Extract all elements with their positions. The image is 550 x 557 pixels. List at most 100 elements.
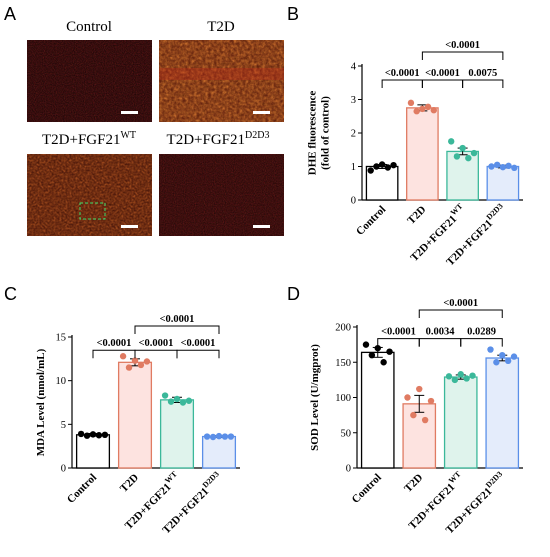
data-point: [362, 341, 370, 348]
micrograph-t2d-fgf21-wt: [27, 154, 152, 236]
data-point: [89, 431, 97, 438]
scale-bar: [121, 225, 138, 228]
data-point: [451, 376, 459, 384]
data-point: [470, 149, 478, 157]
significance-bracket: [381, 79, 423, 88]
data-point: [427, 397, 435, 405]
y-tick-label: 2: [351, 129, 356, 140]
data-point: [493, 359, 500, 366]
dhe-fluorescence-chart: 0 1 2 3 4 DHE fluorescence (fold of control) Co…: [307, 40, 523, 268]
panel-letter-b: B: [287, 4, 299, 24]
data-point: [421, 416, 429, 424]
data-point: [378, 161, 386, 168]
micrograph-grid: Control T2D T2D+FGF21WT T2D+FGF21D2D3: [27, 19, 284, 236]
bar: [159, 399, 195, 469]
p-value-label: <0.0001: [160, 314, 195, 325]
data-point: [380, 359, 387, 366]
scale-bar: [121, 111, 138, 114]
panel-letter-a: A: [4, 4, 16, 24]
data-point: [101, 431, 109, 439]
y-tick-label: 100: [335, 393, 351, 404]
significance-bracket: [92, 349, 136, 359]
y-tick-label: 5: [61, 420, 66, 431]
data-point: [161, 392, 169, 399]
p-value-label: <0.0001: [443, 298, 478, 309]
data-point: [373, 163, 380, 170]
bar: [117, 361, 153, 469]
micrograph-t2d: [159, 40, 284, 122]
data-point: [465, 154, 472, 162]
bar: [486, 165, 520, 201]
significance-bracket: [134, 325, 220, 334]
data-point: [119, 353, 127, 360]
data-point: [368, 352, 376, 359]
data-point: [430, 107, 437, 114]
p-value-label: <0.0001: [181, 338, 216, 349]
bar: [201, 435, 237, 469]
inset-box: [79, 202, 106, 220]
significance-bracket: [421, 79, 464, 88]
significance-bracket: [134, 349, 178, 359]
data-point: [179, 399, 187, 406]
scale-bar: [253, 111, 270, 114]
data-point: [209, 433, 217, 441]
significance-bracket: [377, 338, 420, 347]
panel-letter-c: C: [4, 284, 17, 304]
bar: [443, 376, 478, 469]
y-tick-label: 150: [335, 358, 351, 369]
data-point: [227, 433, 235, 440]
micrograph-caption-t2d: T2D: [207, 19, 235, 35]
data-point: [137, 361, 145, 369]
sod-level-chart: 0 50 100 150 200 SOD Level (U/mgprot) Control T…: [309, 298, 523, 536]
data-point: [424, 103, 432, 111]
y-tick-label: 3: [351, 95, 356, 106]
data-point: [504, 357, 512, 365]
data-point: [404, 394, 411, 401]
bar: [406, 107, 439, 201]
panel-letter-d: D: [287, 284, 300, 304]
data-point: [384, 164, 392, 171]
significance-bracket: [462, 79, 504, 88]
y-tick-label: 200: [335, 323, 351, 334]
category-label: Control: [354, 204, 388, 238]
bar: [402, 403, 437, 469]
bar: [360, 351, 395, 469]
bar: [75, 434, 111, 469]
data-point: [459, 144, 466, 152]
y-tick-label: 10: [56, 376, 67, 387]
micrograph-t2d-fgf21-d2d3: [159, 154, 284, 236]
data-point: [499, 163, 507, 171]
p-value-label: 0.0289: [467, 327, 496, 338]
y-axis-label: DHE fluorescence: [307, 91, 319, 176]
data-point: [416, 385, 423, 393]
data-point: [499, 352, 506, 359]
category-label: T2D: [118, 472, 141, 495]
p-value-label: 0.0075: [468, 68, 497, 79]
p-value-label: <0.0001: [139, 338, 174, 349]
data-point: [488, 163, 495, 170]
data-point: [173, 395, 181, 403]
scale-bar: [253, 225, 270, 228]
micrograph-caption-t2d-fgf21-wt: T2D+FGF21WT: [42, 130, 136, 148]
data-point: [185, 397, 193, 404]
micrograph-caption-control: Control: [66, 19, 112, 35]
data-point: [407, 99, 415, 107]
significance-bracket: [176, 349, 220, 359]
data-point: [386, 348, 393, 355]
y-tick-label: 4: [351, 62, 357, 73]
y-tick-label: 0: [346, 464, 351, 475]
significance-bracket: [418, 338, 462, 347]
data-point: [367, 167, 374, 174]
data-point: [143, 358, 151, 365]
data-point: [95, 432, 103, 439]
data-point: [511, 164, 518, 172]
data-point: [390, 161, 397, 169]
data-point: [493, 161, 501, 169]
y-axis-label: SOD Level (U/mgprot): [309, 344, 321, 451]
y-axis-label: MDA Level (nmol/mL): [35, 348, 47, 456]
data-point: [457, 371, 464, 378]
data-point: [167, 398, 175, 405]
data-point: [203, 433, 211, 440]
